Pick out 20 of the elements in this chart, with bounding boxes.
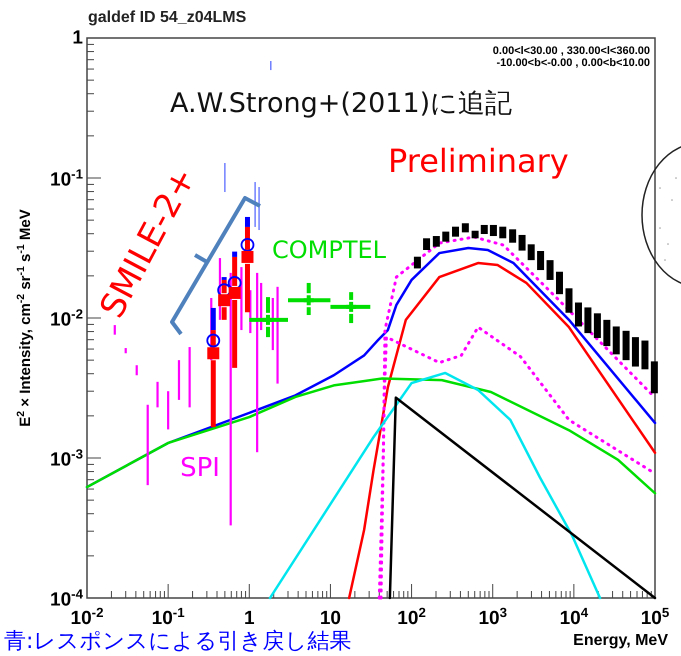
annotation: -10.00<b<-0.00 , 0.00<b<10.00: [496, 57, 650, 69]
series-label: SPI: [180, 453, 220, 483]
x-tick-label: 10$^{5}$: [640, 604, 670, 629]
x-tick-label: 10$^{2}$: [397, 604, 426, 629]
y-tick-label: 10$^{-2}$: [50, 306, 83, 330]
x-axis-title: Energy, MeV: [573, 632, 668, 649]
x-tick-label: 10$^{4}$: [560, 604, 589, 629]
x-tick-label: 10: [320, 608, 341, 629]
y-tick-label: 1: [72, 28, 84, 48]
y-tick-label: 10$^{-1}$: [50, 166, 84, 190]
text: 青:レスポンスによる引き戻し結果: [4, 629, 352, 654]
annotation: Preliminary: [388, 142, 569, 180]
text: COMPTEL: [272, 236, 387, 264]
annotation: 0.00<l<30.00 , 330.00<l<360.00: [492, 45, 650, 57]
x-tick-label: 10$^{-1}$: [152, 604, 186, 629]
chart-title: galdef ID 54_z04LMS: [88, 9, 247, 26]
annotation: A.W.Strong+(2011)に追記: [170, 88, 512, 119]
x-tick-label: 1: [244, 608, 255, 629]
y-tick-label: 10$^{-3}$: [50, 446, 83, 470]
x-tick-label: 10$^{3}$: [478, 604, 507, 629]
